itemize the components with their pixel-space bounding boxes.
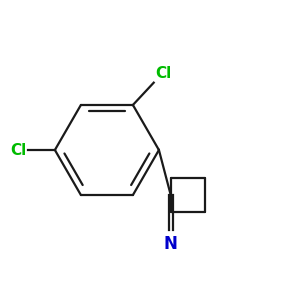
Text: Cl: Cl (155, 66, 172, 81)
Text: Cl: Cl (11, 142, 27, 158)
Text: N: N (164, 235, 178, 253)
